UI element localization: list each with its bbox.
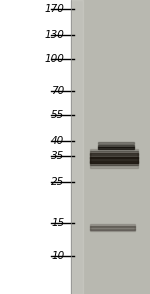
Text: 10: 10 bbox=[51, 251, 64, 261]
Bar bbox=[90, 157, 138, 163]
Text: 25: 25 bbox=[51, 177, 64, 187]
Bar bbox=[90, 226, 135, 230]
Bar bbox=[90, 161, 138, 165]
Text: 130: 130 bbox=[45, 30, 64, 40]
Bar bbox=[90, 149, 138, 151]
Bar bbox=[90, 153, 138, 158]
Bar bbox=[0, 0, 70, 294]
Bar bbox=[98, 145, 134, 147]
Text: 35: 35 bbox=[51, 151, 64, 161]
Text: 100: 100 bbox=[45, 54, 64, 64]
Bar bbox=[90, 229, 135, 231]
Text: 55: 55 bbox=[51, 110, 64, 120]
Bar bbox=[90, 151, 138, 155]
Bar bbox=[98, 147, 134, 149]
Text: 70: 70 bbox=[51, 86, 64, 96]
Text: 15: 15 bbox=[51, 218, 64, 228]
Bar bbox=[90, 165, 138, 168]
Text: 40: 40 bbox=[51, 136, 64, 146]
Bar bbox=[70, 0, 83, 294]
Text: 170: 170 bbox=[45, 4, 64, 14]
Bar bbox=[98, 142, 134, 144]
Bar bbox=[70, 0, 150, 294]
Bar bbox=[90, 224, 135, 227]
